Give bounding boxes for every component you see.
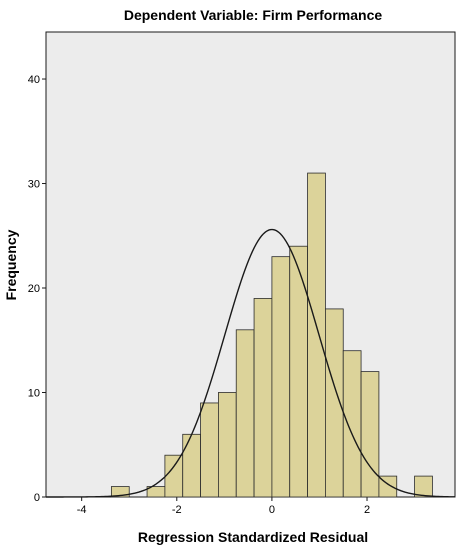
histogram-bar [342, 350, 362, 498]
histogram-bar [110, 486, 130, 498]
histogram-bar [360, 371, 380, 498]
y-tick-label: 20 [28, 283, 40, 295]
y-tick-label: 10 [28, 388, 40, 400]
histogram-bar [289, 245, 308, 498]
histogram-bar [235, 329, 255, 498]
histogram-bars [110, 172, 433, 498]
x-axis-label: Regression Standardized Residual [138, 529, 368, 545]
histogram-bar [307, 172, 326, 498]
y-tick-label: 40 [28, 74, 40, 86]
histogram-bar [271, 256, 291, 498]
x-axis: -4 -2 0 2 [77, 497, 370, 516]
x-tick-label: 2 [364, 504, 370, 516]
y-tick-label: 30 [28, 179, 40, 191]
histogram-bar [164, 454, 184, 498]
histogram-bar [200, 402, 219, 498]
y-axis: 0 10 20 30 40 [28, 74, 46, 504]
histogram-bar [253, 298, 273, 498]
x-tick-label: -4 [77, 504, 87, 516]
x-tick-label: -2 [172, 504, 182, 516]
histogram-bar [182, 433, 201, 498]
chart-title: Dependent Variable: Firm Performance [124, 7, 383, 23]
x-tick-label: 0 [269, 504, 275, 516]
normal-curve [46, 228, 456, 498]
y-axis-label: Frequency [3, 229, 19, 300]
histogram-bar [217, 392, 237, 498]
histogram-bar [414, 475, 433, 498]
y-tick-label: 0 [34, 492, 40, 504]
